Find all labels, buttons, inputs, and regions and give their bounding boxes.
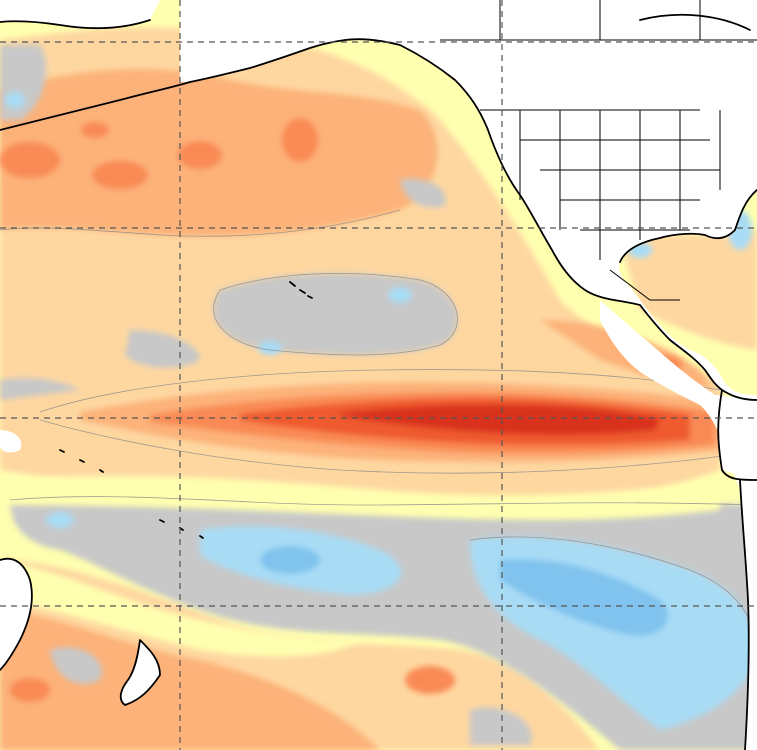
north-america-land [180, 0, 757, 480]
australia-land [0, 558, 32, 670]
political-borders [440, 0, 757, 301]
cool-anomaly-layer [5, 92, 757, 730]
north-pacific-hotspots [0, 118, 682, 702]
equatorial-warm-tongue [40, 369, 730, 474]
coastlines [0, 13, 757, 750]
asia-land [0, 0, 160, 29]
new-zealand-land [120, 640, 160, 705]
